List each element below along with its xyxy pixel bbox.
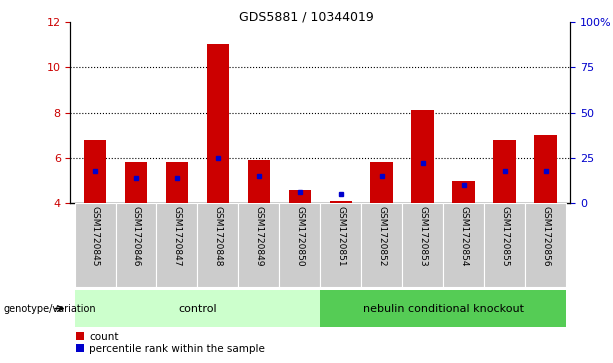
Bar: [361, 203, 402, 287]
Bar: [525, 203, 566, 287]
Bar: [320, 290, 566, 327]
Bar: [84, 140, 106, 203]
Bar: [125, 163, 147, 203]
Text: GSM1720847: GSM1720847: [172, 206, 181, 266]
Bar: [115, 203, 156, 287]
Bar: [493, 140, 516, 203]
Bar: [535, 135, 557, 203]
Bar: [207, 45, 229, 203]
Bar: [330, 201, 352, 203]
Bar: [280, 203, 320, 287]
Text: GSM1720852: GSM1720852: [377, 206, 386, 266]
Bar: [443, 203, 484, 287]
Text: genotype/variation: genotype/variation: [3, 303, 96, 314]
Text: GSM1720846: GSM1720846: [132, 206, 140, 266]
Bar: [289, 189, 311, 203]
Bar: [402, 203, 443, 287]
Text: GSM1720850: GSM1720850: [295, 206, 304, 266]
Text: GSM1720854: GSM1720854: [459, 206, 468, 266]
Text: GSM1720853: GSM1720853: [418, 206, 427, 266]
Bar: [452, 180, 475, 203]
Bar: [75, 203, 115, 287]
Text: GSM1720856: GSM1720856: [541, 206, 550, 266]
Bar: [248, 160, 270, 203]
Bar: [238, 203, 280, 287]
Bar: [411, 110, 434, 203]
Bar: [156, 203, 197, 287]
Text: control: control: [178, 303, 217, 314]
Bar: [320, 203, 361, 287]
Bar: [370, 163, 393, 203]
Text: GSM1720851: GSM1720851: [337, 206, 345, 266]
Text: GDS5881 / 10344019: GDS5881 / 10344019: [239, 11, 374, 24]
Bar: [484, 203, 525, 287]
Text: GSM1720848: GSM1720848: [213, 206, 223, 266]
Text: GSM1720849: GSM1720849: [254, 206, 264, 266]
Text: GSM1720855: GSM1720855: [500, 206, 509, 266]
Bar: [197, 203, 238, 287]
Text: nebulin conditional knockout: nebulin conditional knockout: [363, 303, 524, 314]
Text: GSM1720845: GSM1720845: [91, 206, 99, 266]
Bar: [75, 290, 320, 327]
Bar: [166, 163, 188, 203]
Legend: count, percentile rank within the sample: count, percentile rank within the sample: [75, 332, 265, 354]
